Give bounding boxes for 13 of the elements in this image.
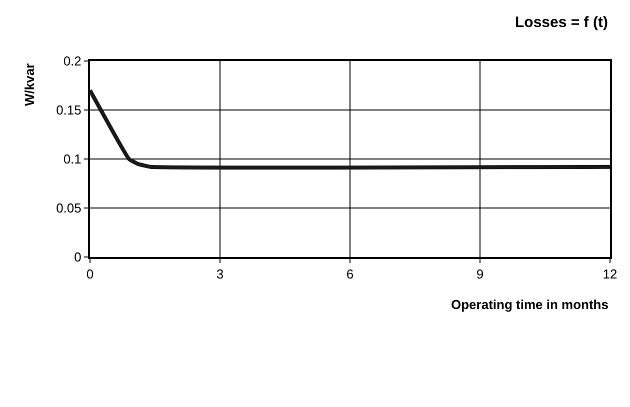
x-tick-label: 6 — [346, 266, 354, 282]
y-tick-label: 0.2 — [63, 54, 82, 69]
x-tick-label: 9 — [476, 266, 484, 282]
x-tick-label: 0 — [86, 266, 94, 282]
chart-title: Losses = f (t) — [515, 14, 608, 31]
y-axis-title: W/kvar — [22, 63, 37, 106]
y-tick-label: 0 — [74, 250, 82, 265]
x-axis-title: Operating time in months — [451, 297, 608, 312]
x-tick-label: 12 — [602, 266, 618, 282]
y-tick-label: 0.05 — [56, 200, 82, 216]
x-tick-label: 3 — [216, 266, 224, 282]
y-tick-label: 0.15 — [56, 102, 82, 118]
y-tick-label: 0.1 — [63, 152, 82, 167]
